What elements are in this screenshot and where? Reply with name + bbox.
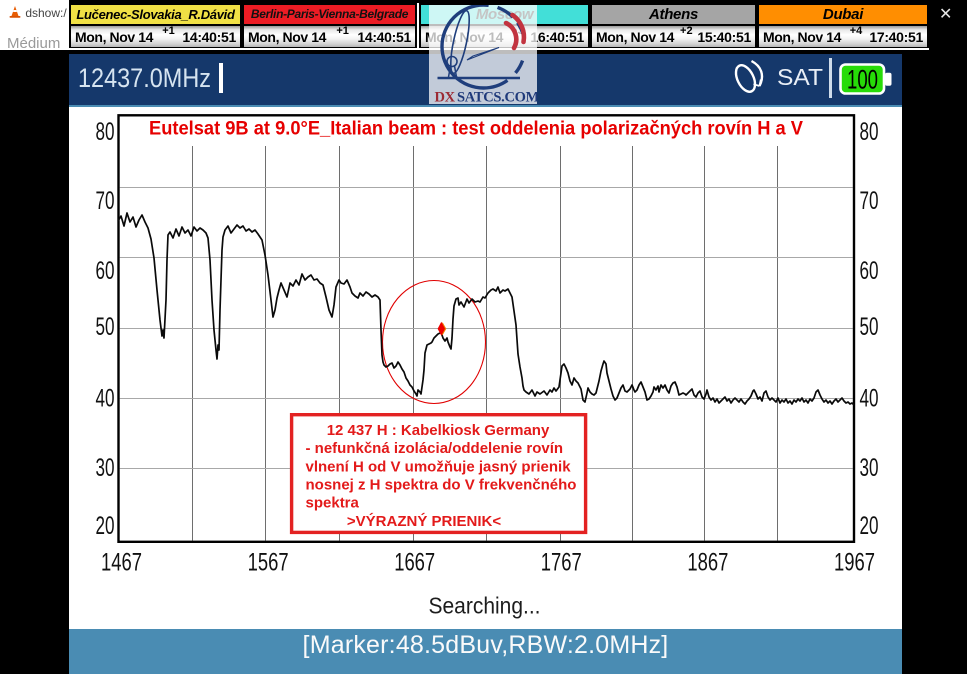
- svg-text:SATCS.COM: SATCS.COM: [457, 90, 537, 105]
- svg-text:80: 80: [860, 118, 879, 146]
- svg-text:- nefunkčná izolácia/oddelenie: - nefunkčná izolácia/oddelenie rovín: [306, 440, 564, 457]
- svg-text:12437.0MHz: 12437.0MHz: [78, 63, 211, 93]
- svg-text:>VÝRAZNÝ PRIENIK<: >VÝRAZNÝ PRIENIK<: [347, 512, 501, 530]
- svg-text:Eutelsat 9B at 9.0°E_Italian b: Eutelsat 9B at 9.0°E_Italian beam : test…: [149, 119, 803, 140]
- svg-text:DX: DX: [435, 90, 456, 105]
- svg-text:1767: 1767: [541, 549, 582, 577]
- svg-text:Searching...: Searching...: [429, 593, 541, 619]
- svg-text:30: 30: [96, 454, 115, 482]
- svg-text:spektra: spektra: [306, 495, 360, 512]
- svg-text:nosnej z H spektra do V frekve: nosnej z H spektra do V frekvenčného: [306, 476, 577, 493]
- svg-text:60: 60: [860, 257, 879, 285]
- svg-text:50: 50: [96, 313, 115, 341]
- svg-text:40: 40: [860, 385, 879, 413]
- svg-text:70: 70: [96, 187, 115, 215]
- svg-text:20: 20: [860, 512, 879, 540]
- svg-text:1667: 1667: [394, 549, 435, 577]
- svg-text:1867: 1867: [687, 549, 728, 577]
- svg-text:1467: 1467: [101, 549, 142, 577]
- svg-text:60: 60: [96, 257, 115, 285]
- svg-text:vlnení H od V umožňuje jasný p: vlnení H od V umožňuje jasný prienik: [306, 458, 572, 475]
- svg-text:80: 80: [96, 118, 115, 146]
- svg-text:20: 20: [96, 512, 115, 540]
- svg-text:12 437 H : Kabelkiosk Germany: 12 437 H : Kabelkiosk Germany: [327, 422, 550, 439]
- svg-text:1967: 1967: [834, 549, 875, 577]
- svg-text:50: 50: [860, 313, 879, 341]
- svg-text:30: 30: [860, 454, 879, 482]
- svg-text:70: 70: [860, 187, 879, 215]
- svg-text:1567: 1567: [248, 549, 289, 577]
- svg-text:40: 40: [96, 385, 115, 413]
- svg-text:SAT: SAT: [777, 64, 823, 90]
- svg-text:100: 100: [847, 65, 878, 95]
